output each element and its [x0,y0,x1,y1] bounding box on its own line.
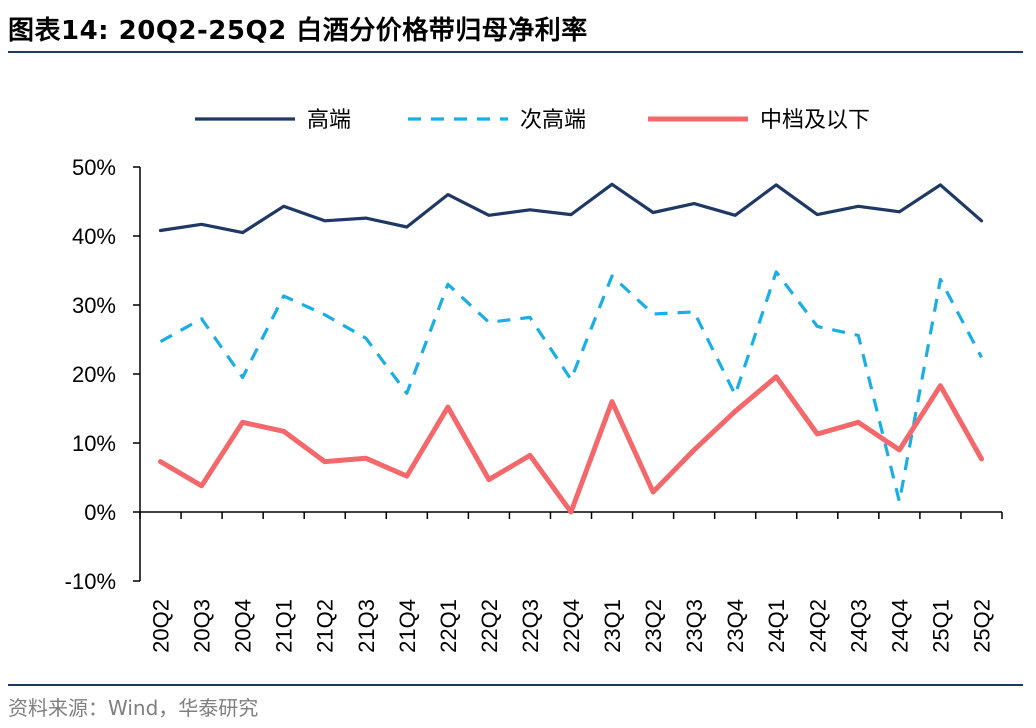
x-tick-label: 21Q1 [272,599,297,653]
x-tick-label: 23Q2 [641,599,666,653]
x-tick-label: 22Q1 [436,599,461,653]
y-tick-label: 50% [72,155,116,180]
x-tick-label: 21Q3 [354,599,379,653]
legend-label-3: 中档及以下 [760,108,870,133]
y-axis: -10% 0% 10% 20% 30% 40% 50% [65,155,141,594]
x-tick-label: 24Q2 [805,599,830,653]
x-tick-label: 24Q1 [764,599,789,653]
series-line-3 [158,374,984,515]
x-tick-label: 24Q3 [846,599,871,653]
y-tick-label: -10% [65,569,116,594]
y-tick-label: 20% [72,362,116,387]
series-line-1 [158,182,984,235]
y-tick-label: 30% [72,293,116,318]
x-tick-label: 25Q2 [969,599,994,653]
y-tick-label: 40% [72,224,116,249]
title-divider [8,51,1023,53]
x-tick-label: 21Q4 [395,599,420,653]
x-tick-label: 20Q4 [231,599,256,653]
x-tick-label: 22Q2 [477,599,502,653]
legend-label-1: 高端 [307,108,351,133]
source-note: 资料来源：Wind，华泰研究 [8,684,1023,721]
x-axis: 20Q2 20Q3 20Q4 21Q1 21Q2 21Q3 21Q4 22Q1 22Q2 22Q3… [139,511,1003,653]
legend-label-2: 次高端 [520,108,586,133]
x-tick-label: 22Q3 [518,599,543,653]
chart-title: 图表14: 20Q2-25Q2 白酒分价格带归母净利率 [8,16,588,46]
x-tick-label: 20Q2 [149,599,174,653]
x-tick-label: 20Q3 [190,599,215,653]
x-tick-label: 23Q3 [682,599,707,653]
x-tick-label: 21Q2 [313,599,338,653]
x-tick-label: 22Q4 [559,599,584,653]
x-tick-label: 23Q1 [600,599,625,653]
y-tick-label: 10% [72,431,116,456]
x-tick-label: 23Q4 [723,599,748,653]
legend: 高端 次高端 中档及以下 [195,108,870,133]
series-line-2 [159,270,983,504]
series-group [158,182,984,515]
x-tick-label: 25Q1 [928,599,953,653]
y-tick-label: 0% [84,500,116,525]
x-tick-label: 24Q4 [887,599,912,653]
